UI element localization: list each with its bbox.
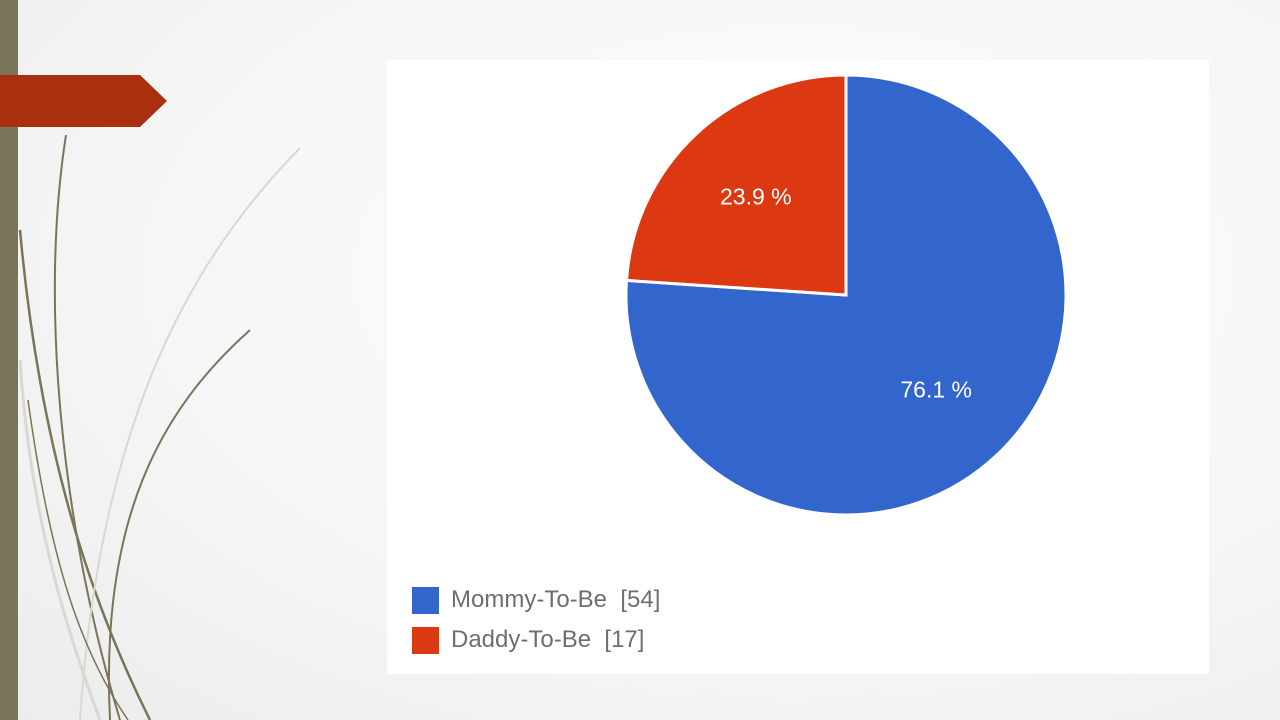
legend-label-mommy: Mommy-To-Be [54] <box>451 586 661 613</box>
decorative-curves <box>18 134 301 720</box>
pie-label-daddy: 23.9 % <box>720 184 792 210</box>
legend-item-daddy: Daddy-To-Be [17] <box>412 620 660 660</box>
legend-item-mommy: Mommy-To-Be [54] <box>412 580 660 620</box>
legend-label-daddy: Daddy-To-Be [17] <box>451 626 645 653</box>
left-decorative-bar <box>0 0 18 720</box>
legend-swatch-daddy <box>412 626 439 654</box>
pie-label-mommy: 76.1 % <box>900 376 972 402</box>
slide-tab-arrow <box>0 75 167 127</box>
pie-slice-daddy <box>624 73 848 297</box>
pie-chart-panel: 76.1 % 23.9 % Mommy-To-Be [54] Daddy-To-B… <box>387 60 1209 674</box>
pie-chart: 76.1 % 23.9 % <box>624 73 1068 517</box>
legend-swatch-mommy <box>412 586 439 614</box>
chart-legend: Mommy-To-Be [54] Daddy-To-Be [17] <box>412 580 660 660</box>
pie-slice-mommy <box>624 73 1068 517</box>
